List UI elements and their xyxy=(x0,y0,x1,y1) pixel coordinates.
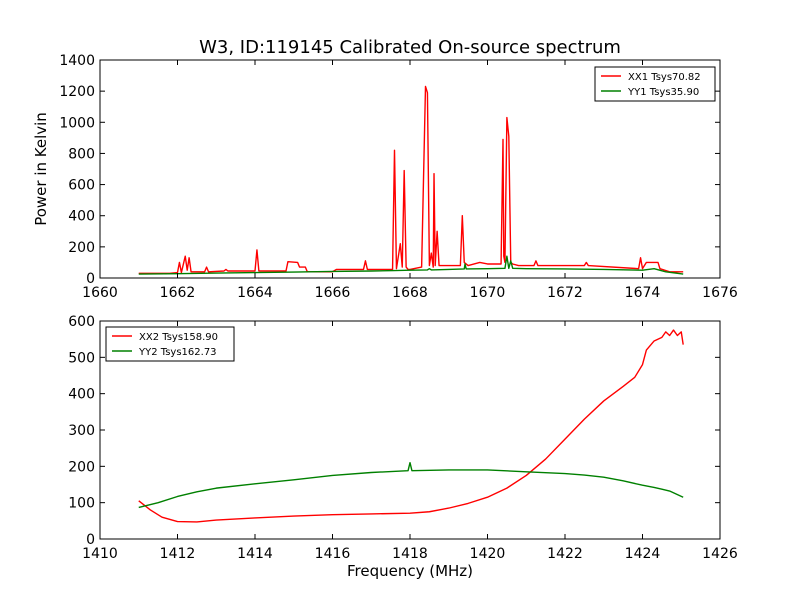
y-tick-label: 0 xyxy=(86,532,95,548)
y-tick-label: 600 xyxy=(68,314,95,330)
x-tick-label: 1664 xyxy=(237,285,273,301)
x-tick-label: 1670 xyxy=(470,285,506,301)
y-tick-label: 400 xyxy=(68,209,95,225)
legend-entry: YY1 Tsys35.90 xyxy=(627,87,699,98)
y-tick-label: 600 xyxy=(68,178,95,194)
x-tick-label: 1668 xyxy=(392,285,428,301)
x-tick-label: 1426 xyxy=(702,546,738,562)
series-line-yy1 xyxy=(138,255,684,275)
y-tick-label: 500 xyxy=(68,350,95,366)
x-tick-label: 1676 xyxy=(702,285,738,301)
legend: XX1 Tsys70.82 YY1 Tsys35.90 xyxy=(594,66,716,102)
x-tick-label: 1674 xyxy=(625,285,661,301)
series-line-xx1 xyxy=(138,85,684,275)
x-tick-label: 1660 xyxy=(82,285,118,301)
x-tick-label: 1416 xyxy=(315,546,351,562)
y-tick-label: 100 xyxy=(68,496,95,512)
legend-box xyxy=(594,66,716,102)
x-tick-label: 1424 xyxy=(625,546,661,562)
y-axis-label: Power in Kelvin xyxy=(32,112,50,226)
y-tick-label: 200 xyxy=(68,240,95,256)
y-tick-label: 200 xyxy=(68,459,95,475)
legend-entry: XX1 Tsys70.82 xyxy=(628,72,701,83)
y-tick-label: 800 xyxy=(68,146,95,162)
x-tick-label: 1414 xyxy=(237,546,273,562)
x-tick-label: 1418 xyxy=(392,546,428,562)
bottom-plot: 1410 1412 1414 1416 1418 1420 1422 1424 1426 0 100… xyxy=(68,314,738,580)
top-plot: 1660 1662 1664 1666 1668 1670 1672 1674 1676 0 200… xyxy=(32,37,738,301)
x-tick-label: 1410 xyxy=(82,546,118,562)
x-tick-label: 1666 xyxy=(315,285,351,301)
legend-box xyxy=(105,326,235,362)
legend: XX2 Tsys158.90 YY2 Tsys162.73 xyxy=(105,326,235,362)
x-tick-label: 1422 xyxy=(547,546,583,562)
series-line-xx2 xyxy=(138,329,684,523)
x-tick-label: 1420 xyxy=(470,546,506,562)
series-line-yy2 xyxy=(138,462,684,509)
y-tick-label: 400 xyxy=(68,387,95,403)
y-tick-label: 300 xyxy=(68,423,95,439)
y-tick-label: 1400 xyxy=(59,53,95,69)
legend-entry: YY2 Tsys162.73 xyxy=(138,347,217,358)
y-tick-label: 1200 xyxy=(59,84,95,100)
legend-entry: XX2 Tsys158.90 xyxy=(139,332,218,343)
x-tick-label: 1672 xyxy=(547,285,583,301)
x-tick-label: 1412 xyxy=(160,546,196,562)
y-tick-label: 1000 xyxy=(59,115,95,131)
x-tick-label: 1662 xyxy=(160,285,196,301)
chart-title: W3, ID:119145 Calibrated On-source spect… xyxy=(199,37,621,58)
x-axis-label: Frequency (MHz) xyxy=(347,562,473,580)
y-tick-label: 0 xyxy=(86,271,95,287)
